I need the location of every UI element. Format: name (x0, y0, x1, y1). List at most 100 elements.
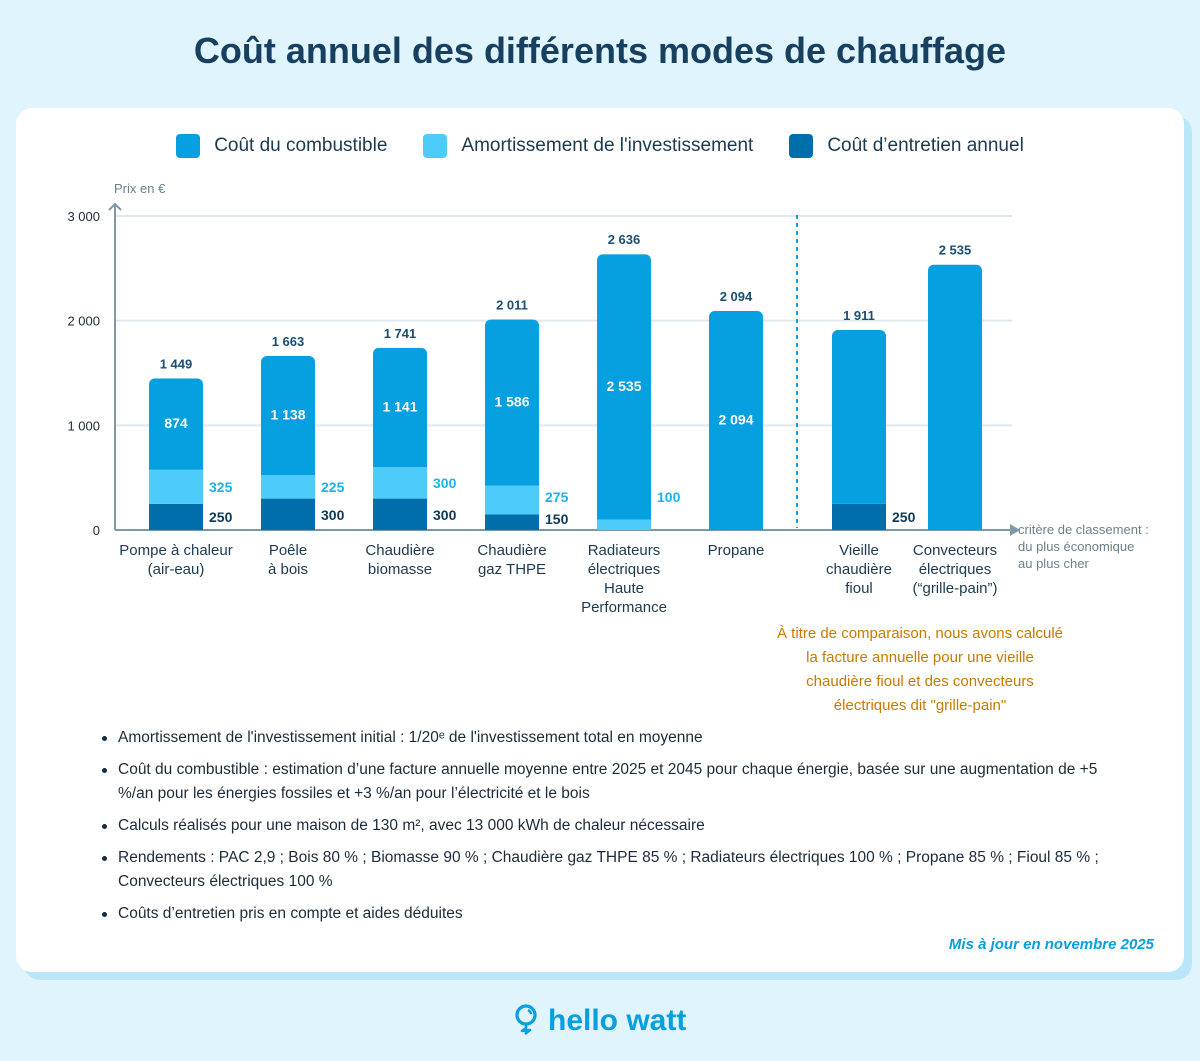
bar-segment (149, 378, 203, 470)
bar-segment (832, 503, 886, 530)
category-label: (air-eau) (148, 561, 205, 578)
total-value-label: 1 741 (384, 326, 417, 341)
legend: Coût du combustible Amortissement de l'i… (0, 134, 1200, 158)
segment-value-label: 1 141 (382, 398, 417, 414)
segment-value-label: 300 (321, 507, 345, 523)
category-label: gaz THPE (478, 561, 546, 578)
bar-segment (597, 254, 651, 520)
comparison-line: électriques dit "grille-pain" (833, 697, 1007, 714)
legend-item-fuel: Coût du combustible (176, 134, 387, 158)
bar-segment (261, 355, 315, 476)
update-date: Mis à jour en novembre 2025 (948, 936, 1154, 953)
segment-value-label: 150 (545, 511, 569, 527)
total-value-label: 1 449 (160, 356, 193, 371)
segment-value-label: 874 (164, 415, 188, 431)
legend-swatch (789, 134, 814, 158)
note-item: Coût du combustible : estimation d’une f… (100, 758, 1110, 806)
category-label: Radiateurs (588, 542, 661, 559)
segment-value-label: 2 535 (606, 378, 641, 394)
bar-segment (709, 310, 763, 530)
bar-segment (149, 469, 203, 504)
bar-segment (597, 519, 651, 530)
category-label: électriques (919, 561, 992, 578)
legend-item-amortization: Amortissement de l'investissement (423, 134, 753, 158)
category-label: Propane (708, 542, 765, 559)
legend-swatch (423, 134, 448, 158)
category-label: Chaudière (477, 542, 546, 559)
legend-swatch (176, 134, 201, 158)
bar-segment (261, 475, 315, 499)
y-tick-label: 2 000 (67, 314, 100, 329)
x-axis-label: du plus économique (1018, 539, 1134, 554)
y-tick-label: 0 (93, 523, 100, 538)
category-label: chaudière (826, 561, 892, 578)
category-label: Chaudière (365, 542, 434, 559)
y-tick-label: 1 000 (67, 418, 100, 433)
segment-value-label: 300 (433, 475, 457, 491)
legend-label: Coût du combustible (214, 135, 388, 156)
bar-segment (485, 514, 539, 530)
total-value-label: 2 011 (496, 298, 528, 313)
y-axis-arrow-icon (108, 202, 122, 211)
y-axis-label: Prix en € (114, 181, 166, 196)
comparison-line: chaudière fioul et des convecteurs (806, 673, 1034, 690)
chart-card (16, 108, 1184, 972)
legend-label: Amortissement de l'investissement (461, 135, 754, 156)
category-label: Performance (581, 599, 667, 616)
total-value-label: 2 636 (608, 232, 641, 247)
bar-segment (485, 485, 539, 515)
legend-item-maintenance: Coût d’entretien annuel (789, 134, 1024, 158)
note-item: Calculs réalisés pour une maison de 130 … (100, 814, 1110, 838)
segment-value-label: 1 138 (270, 406, 305, 422)
category-label: Convecteurs (913, 542, 997, 559)
bar-segment (149, 503, 203, 530)
bar-segment (373, 498, 427, 530)
segment-value-label: 1 586 (494, 394, 529, 410)
category-label: (“grille-pain”) (912, 580, 997, 597)
page-title: Coût annuel des différents modes de chau… (193, 30, 1007, 71)
note-item: Coûts d’entretien pris en compte et aide… (100, 902, 1110, 926)
segment-value-label: 100 (657, 489, 681, 505)
bar-segment (485, 319, 539, 486)
x-axis-arrow-icon (1010, 524, 1020, 536)
comparison-line: la facture annuelle pour une vieille (806, 649, 1034, 666)
x-axis-label: au plus cher (1018, 556, 1089, 571)
segment-value-label: 250 (209, 509, 233, 525)
bar-segment (373, 347, 427, 468)
lightbulb-icon (515, 1004, 537, 1036)
legend-label: Coût d’entretien annuel (827, 135, 1024, 156)
segment-value-label: 275 (545, 489, 569, 505)
category-label: Poêle (269, 542, 307, 559)
category-label: biomasse (368, 561, 432, 578)
category-label: Haute (604, 580, 644, 597)
bar-segment (832, 329, 886, 504)
segment-value-label: 250 (892, 509, 916, 525)
y-tick-label: 3 000 (67, 209, 100, 224)
total-value-label: 1 663 (272, 334, 305, 349)
logo-text: hello watt (548, 1004, 687, 1037)
bar-segment (261, 498, 315, 530)
category-label: électriques (588, 561, 661, 578)
bar-segment (373, 467, 427, 499)
total-value-label: 1 911 (843, 308, 875, 323)
hello-watt-logo: hello watt (514, 1004, 686, 1038)
total-value-label: 2 535 (939, 243, 972, 258)
segment-value-label: 300 (433, 507, 457, 523)
segment-value-label: 225 (321, 479, 345, 495)
notes-list: Amortissement de l'investissement initia… (100, 726, 1110, 934)
category-label: fioul (845, 580, 873, 597)
note-item: Rendements : PAC 2,9 ; Bois 80 % ; Bioma… (100, 846, 1110, 894)
total-value-label: 2 094 (720, 289, 753, 304)
comparison-note: À titre de comparaison, nous avons calcu… (740, 622, 1100, 718)
category-label: Pompe à chaleur (119, 542, 232, 559)
category-label: Vieille (839, 542, 879, 559)
note-item: Amortissement de l'investissement initia… (100, 726, 1110, 750)
segment-value-label: 2 094 (718, 411, 753, 427)
comparison-line: À titre de comparaison, nous avons calcu… (777, 625, 1063, 642)
x-axis-label: critère de classement : (1018, 522, 1149, 537)
category-label: à bois (268, 561, 308, 578)
segment-value-label: 325 (209, 479, 233, 495)
bar-segment (928, 264, 982, 530)
